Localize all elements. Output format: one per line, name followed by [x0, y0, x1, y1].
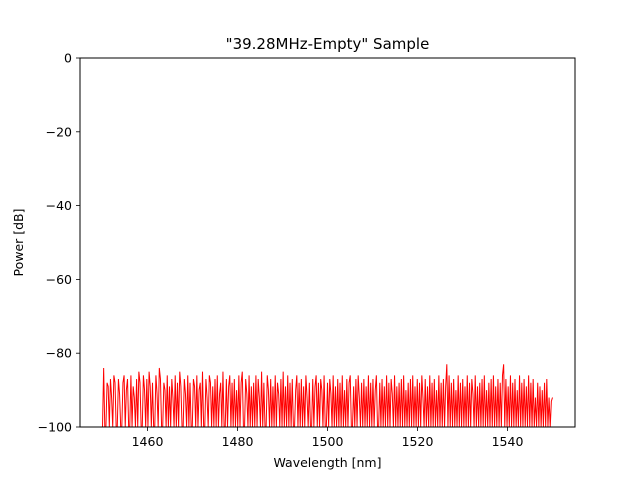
y-tick-label: −100	[38, 420, 72, 435]
x-tick-label: 1460	[132, 434, 164, 449]
y-axis-label: Power [dB]	[11, 208, 26, 276]
y-tick-label: −60	[46, 272, 72, 287]
y-tick-label: 0	[64, 51, 72, 66]
x-tick-label: 1480	[222, 434, 254, 449]
plot-frame	[79, 57, 576, 428]
y-tick-label: −40	[46, 198, 72, 213]
x-tick-label: 1500	[312, 434, 344, 449]
series-line	[102, 364, 553, 428]
chart-title: "39.28MHz-Empty" Sample	[226, 35, 430, 53]
y-tick-label: −80	[46, 346, 72, 361]
y-tick-label: −20	[46, 124, 72, 139]
x-tick-label: 1540	[492, 434, 524, 449]
x-tick-label: 1520	[402, 434, 434, 449]
x-axis-label: Wavelength [nm]	[274, 455, 382, 470]
y-axis: 0 −20 −40 −60 −80 −100	[38, 51, 80, 435]
x-axis: 1460 1480 1500 1520 1540	[132, 427, 524, 449]
plot-series	[102, 364, 553, 428]
